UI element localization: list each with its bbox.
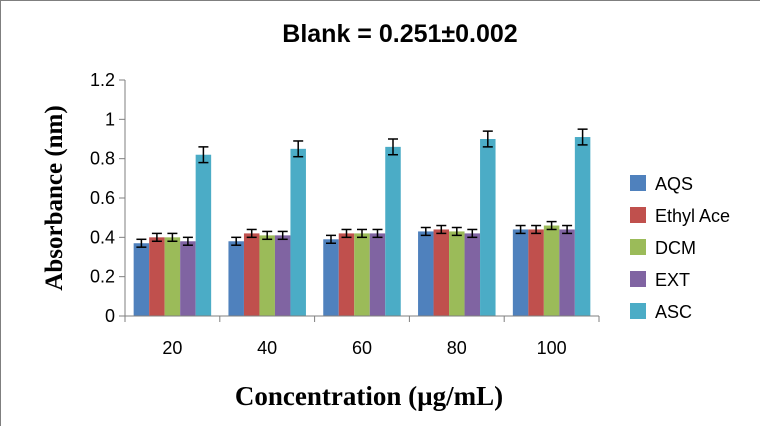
bar: [133, 243, 150, 316]
bar: [323, 239, 339, 316]
y-axis-title: Absorbance (nm): [41, 105, 68, 290]
y-tick-label: 0.8: [90, 149, 115, 169]
bar: [338, 233, 355, 316]
bar: [274, 235, 291, 316]
bar: [259, 235, 275, 316]
legend-swatch: [630, 271, 646, 287]
bar: [574, 137, 591, 316]
bars-layer: [133, 128, 591, 316]
bar: [354, 233, 370, 316]
bar: [480, 139, 496, 316]
chart-title: Blank = 0.251±0.002: [282, 20, 518, 48]
legend-swatch: [630, 207, 646, 223]
bar: [164, 237, 181, 316]
bar: [180, 241, 196, 316]
bar: [149, 237, 165, 316]
y-ticks: 0 0.2 0.4 0.6 0.8 1 1.2: [90, 70, 125, 326]
x-ticks: 20 40 60 80 100: [124, 316, 600, 358]
legend-label: DCM: [655, 238, 696, 258]
bar: [433, 229, 450, 316]
bar: [528, 229, 544, 316]
x-tick-label: 80: [447, 338, 467, 358]
legend-swatch: [630, 239, 646, 255]
legend-label: EXT: [655, 270, 690, 290]
x-tick-label: 40: [257, 338, 277, 358]
bar: [559, 229, 575, 316]
x-tick-label: 100: [537, 338, 567, 358]
bar: [369, 233, 386, 316]
x-axis-title: Concentration (µg/mL): [235, 381, 503, 411]
y-tick-label: 0: [105, 306, 115, 326]
bar: [243, 233, 260, 316]
bar: [228, 241, 244, 316]
legend: AQS Ethyl Ace DCM EXT ASC: [630, 174, 730, 322]
y-tick-label: 1: [105, 109, 115, 129]
bar: [290, 148, 306, 316]
y-tick-label: 0.2: [90, 267, 115, 287]
y-tick-label: 0.6: [90, 188, 115, 208]
bar: [418, 231, 434, 316]
legend-label: ASC: [655, 302, 692, 322]
bar: [464, 233, 481, 316]
legend-label: Ethyl Ace: [655, 206, 730, 226]
y-tick-label: 1.2: [90, 70, 115, 90]
legend-swatch: [630, 175, 646, 191]
bar: [512, 229, 529, 316]
legend-swatch: [630, 303, 646, 319]
bar: [449, 231, 465, 316]
x-tick-label: 60: [352, 338, 372, 358]
bar: [385, 146, 401, 316]
bar: [195, 154, 212, 316]
legend-label: AQS: [655, 174, 693, 194]
x-tick-label: 20: [162, 338, 182, 358]
bar: [543, 225, 560, 316]
y-tick-label: 0.4: [90, 227, 115, 247]
